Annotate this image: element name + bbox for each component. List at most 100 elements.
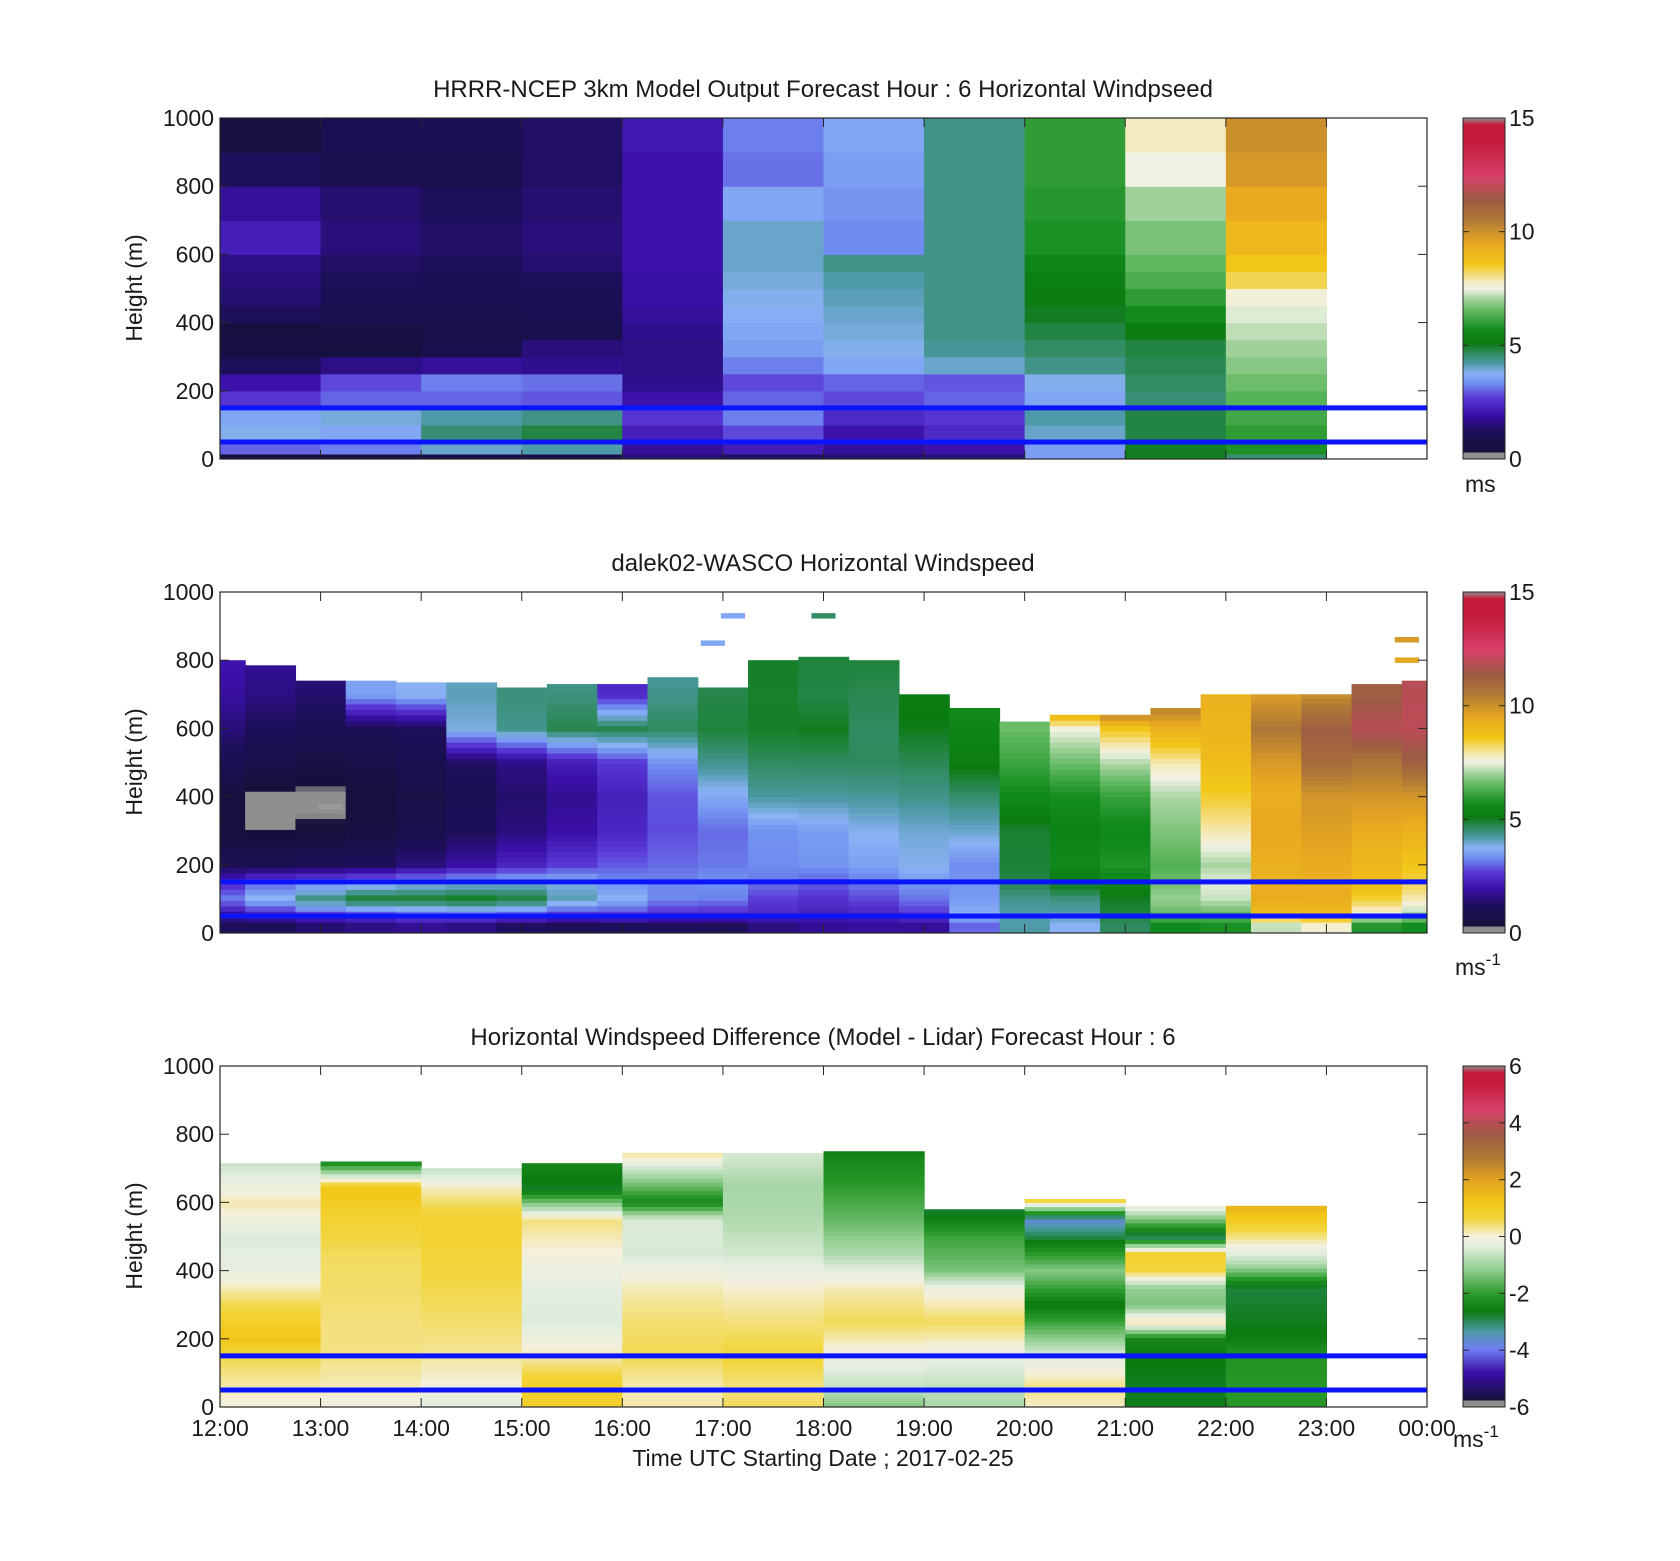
heatmap-cell [622,152,724,187]
heatmap-cell [1049,889,1101,896]
heatmap-cell [496,812,548,820]
heatmap-cell [396,802,447,809]
heatmap-cell [1150,707,1202,710]
heatmap-cell [396,736,447,743]
heatmap-cell [446,796,498,803]
heatmap-cell [622,1255,724,1261]
heatmap-cell [848,845,900,852]
heatmap-cell [823,1333,925,1339]
heatmap-cell [546,894,598,901]
heatmap-cell [396,807,447,814]
heatmap-cell [823,1267,925,1273]
heatmap-cell [1225,1394,1328,1400]
heatmap-cell [848,736,900,743]
heatmap-cell [1200,807,1252,814]
heatmap-cell [1301,802,1353,809]
heatmap-cell [999,791,1051,798]
heatmap-cell [521,1190,623,1195]
heatmap-cell [697,872,749,880]
heatmap-cell [1250,694,1302,699]
heatmap-cell [521,1349,623,1355]
heatmap-cell [1200,763,1252,770]
heatmap-cell [823,390,925,409]
heatmap-cell [345,834,397,841]
heatmap-cell [1100,769,1151,776]
heatmap-cell [1200,840,1252,847]
heatmap-cell [798,856,850,863]
heatmap-cell [1024,1222,1126,1228]
heatmap-cell [999,785,1051,792]
heatmap-cell [1024,322,1126,341]
heatmap-cell [295,747,347,754]
heatmap-cell [1100,742,1151,749]
heatmap-cell [647,867,699,874]
heatmap-cell [1125,1394,1227,1400]
heatmap-cell [320,254,422,273]
heatmap-cell [421,1243,523,1249]
heatmap-cell [245,905,297,912]
heatmap-cell [546,720,598,727]
heatmap-cell [823,1394,925,1400]
panel-difference-title: Horizontal Windspeed Difference (Model -… [470,1024,1175,1051]
heatmap-cell [622,1288,724,1294]
heatmap-cell [1150,780,1202,787]
heatmap-cell [1225,152,1328,187]
heatmap-cell [924,390,1026,409]
heatmap-cell [421,1202,523,1208]
heatmap-cell [697,862,749,869]
heatmap-cell [1301,823,1353,830]
heatmap-cell [848,747,900,754]
heatmap-cell [722,1259,825,1265]
heatmap-cell [722,1284,825,1289]
heatmap-cell [396,834,447,841]
heatmap-cell [597,720,649,727]
colorbar-model-unit: ms [1465,471,1496,497]
heatmap-cell [848,818,900,825]
heatmap-cell [1250,862,1302,869]
heatmap-cell [1301,758,1353,765]
heatmap-cell [421,1271,523,1277]
heatmap-cell [823,1255,925,1261]
heatmap-cell [1250,720,1302,727]
heatmap-cell [1250,818,1302,825]
heatmap-cell [521,1210,623,1216]
heatmap-cell [1024,1312,1126,1318]
panel-model-title: HRRR-NCEP 3km Model Output Forecast Hour… [433,76,1213,103]
heatmap-cell [823,1378,925,1384]
heatmap-cell [245,736,297,743]
heatmap-cell [1401,796,1427,803]
heatmap-cell [697,802,749,809]
heatmap-cell [1301,769,1353,776]
heatmap-cell [295,714,347,721]
heatmap-cell [1250,731,1302,738]
heatmap-cell [295,829,347,836]
heatmap-cell [320,322,422,341]
heatmap-cell [1150,905,1202,912]
heatmap-cell [1125,288,1227,307]
heatmap-cell [697,785,749,792]
heatmap-cell [220,1337,322,1343]
heatmap-cell [521,1177,623,1183]
heatmap-cell [1225,1222,1328,1228]
heatmap-cell [722,1349,825,1355]
heatmap-cell [521,1308,623,1314]
heatmap-cell [622,1349,724,1355]
heatmap-cell [748,687,799,694]
heatmap-cell [798,916,850,923]
heatmap-cell [622,1235,724,1240]
heatmap-cell [622,1198,724,1203]
heatmap-cell [1125,220,1227,255]
heatmap-cell [823,1341,925,1347]
heatmap-cell [848,714,900,721]
heatmap-cell [421,1374,523,1379]
heatmap-cell [748,676,799,683]
heatmap-cell [1049,829,1101,836]
heatmap-cell [1225,1206,1328,1212]
heatmap-cell [496,698,548,705]
heatmap-cell [1225,1271,1328,1277]
heatmap-cell [295,682,347,689]
heatmap-cell [622,1276,724,1281]
heatmap-cell [295,867,347,874]
heatmap-cell [924,1255,1026,1261]
heatmap-cell [421,1186,523,1191]
